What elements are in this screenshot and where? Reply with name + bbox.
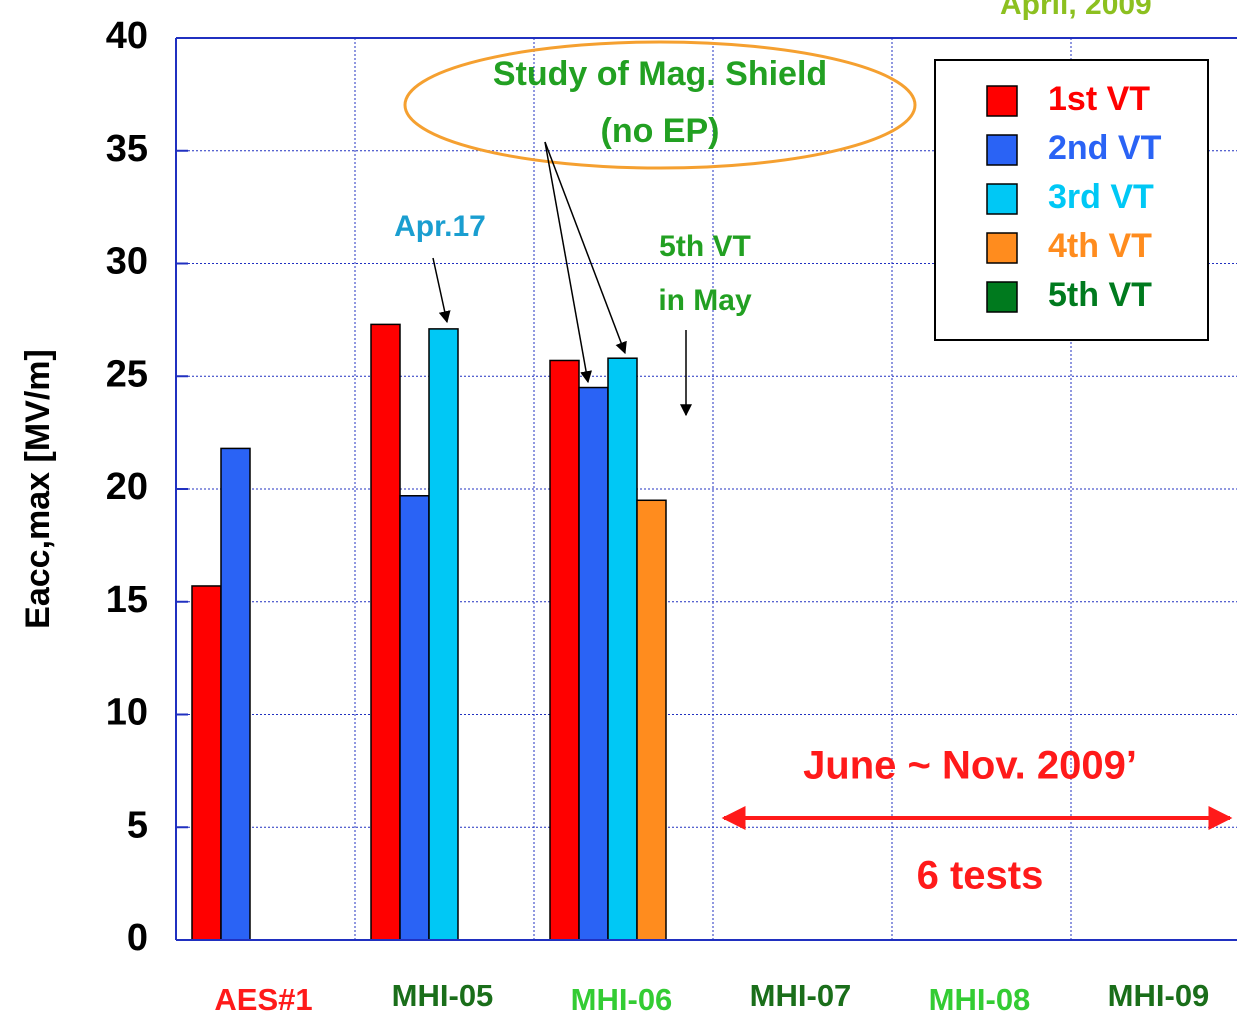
- x-tick-label: MHI-08: [929, 982, 1031, 1017]
- annotation: June ~ Nov. 2009’: [803, 744, 1137, 788]
- bar: [399, 495, 430, 941]
- x-tick-label: AES#1: [214, 982, 312, 1017]
- bar: [549, 359, 580, 941]
- legend-label: 3rd VT: [1048, 178, 1154, 216]
- annotation: 5th VT: [659, 230, 751, 263]
- legend-swatch: [986, 183, 1018, 215]
- y-tick-label: 15: [106, 579, 148, 621]
- annotation: (no EP): [601, 112, 720, 150]
- y-tick-label: 35: [106, 128, 148, 170]
- legend-swatch: [986, 85, 1018, 117]
- y-axis-label: Eacc,max [MV/m]: [19, 349, 57, 629]
- arrow: [544, 141, 593, 384]
- legend: [934, 59, 1209, 341]
- legend-label: 2nd VT: [1048, 129, 1162, 167]
- legend-label: 1st VT: [1048, 80, 1150, 118]
- y-tick-label: 20: [106, 466, 148, 508]
- bar: [370, 323, 401, 941]
- x-tick-label: MHI-06: [571, 982, 673, 1017]
- bar: [636, 499, 667, 941]
- bar: [220, 447, 251, 941]
- legend-swatch: [986, 232, 1018, 264]
- bar: [428, 328, 459, 941]
- annotation: 6 tests: [917, 854, 1044, 898]
- bar: [191, 585, 222, 941]
- legend-swatch: [986, 134, 1018, 166]
- y-tick-label: 30: [106, 241, 148, 283]
- y-tick-label: 40: [106, 15, 148, 57]
- arrow: [544, 141, 627, 355]
- highlight-ellipse: [403, 40, 917, 170]
- arrow: [432, 257, 451, 324]
- bar: [578, 386, 609, 941]
- annotation: Apr.17: [394, 210, 486, 243]
- legend-label: 4th VT: [1048, 227, 1152, 265]
- y-tick-label: 0: [127, 917, 148, 959]
- annotation: in May: [658, 284, 752, 317]
- y-tick-label: 5: [127, 804, 148, 846]
- x-tick-label: MHI-05: [392, 978, 494, 1013]
- bars: [191, 323, 667, 941]
- annotation: Study of Mag. Shield: [493, 55, 827, 93]
- annotation: April, 2009: [1000, 0, 1152, 21]
- legend-swatch: [986, 281, 1018, 313]
- legend-label: 5th VT: [1048, 276, 1152, 314]
- bar: [607, 357, 638, 941]
- y-tick-label: 25: [106, 353, 148, 395]
- x-tick-label: MHI-09: [1108, 978, 1210, 1013]
- x-tick-label: MHI-07: [750, 978, 852, 1013]
- y-tick-label: 10: [106, 692, 148, 734]
